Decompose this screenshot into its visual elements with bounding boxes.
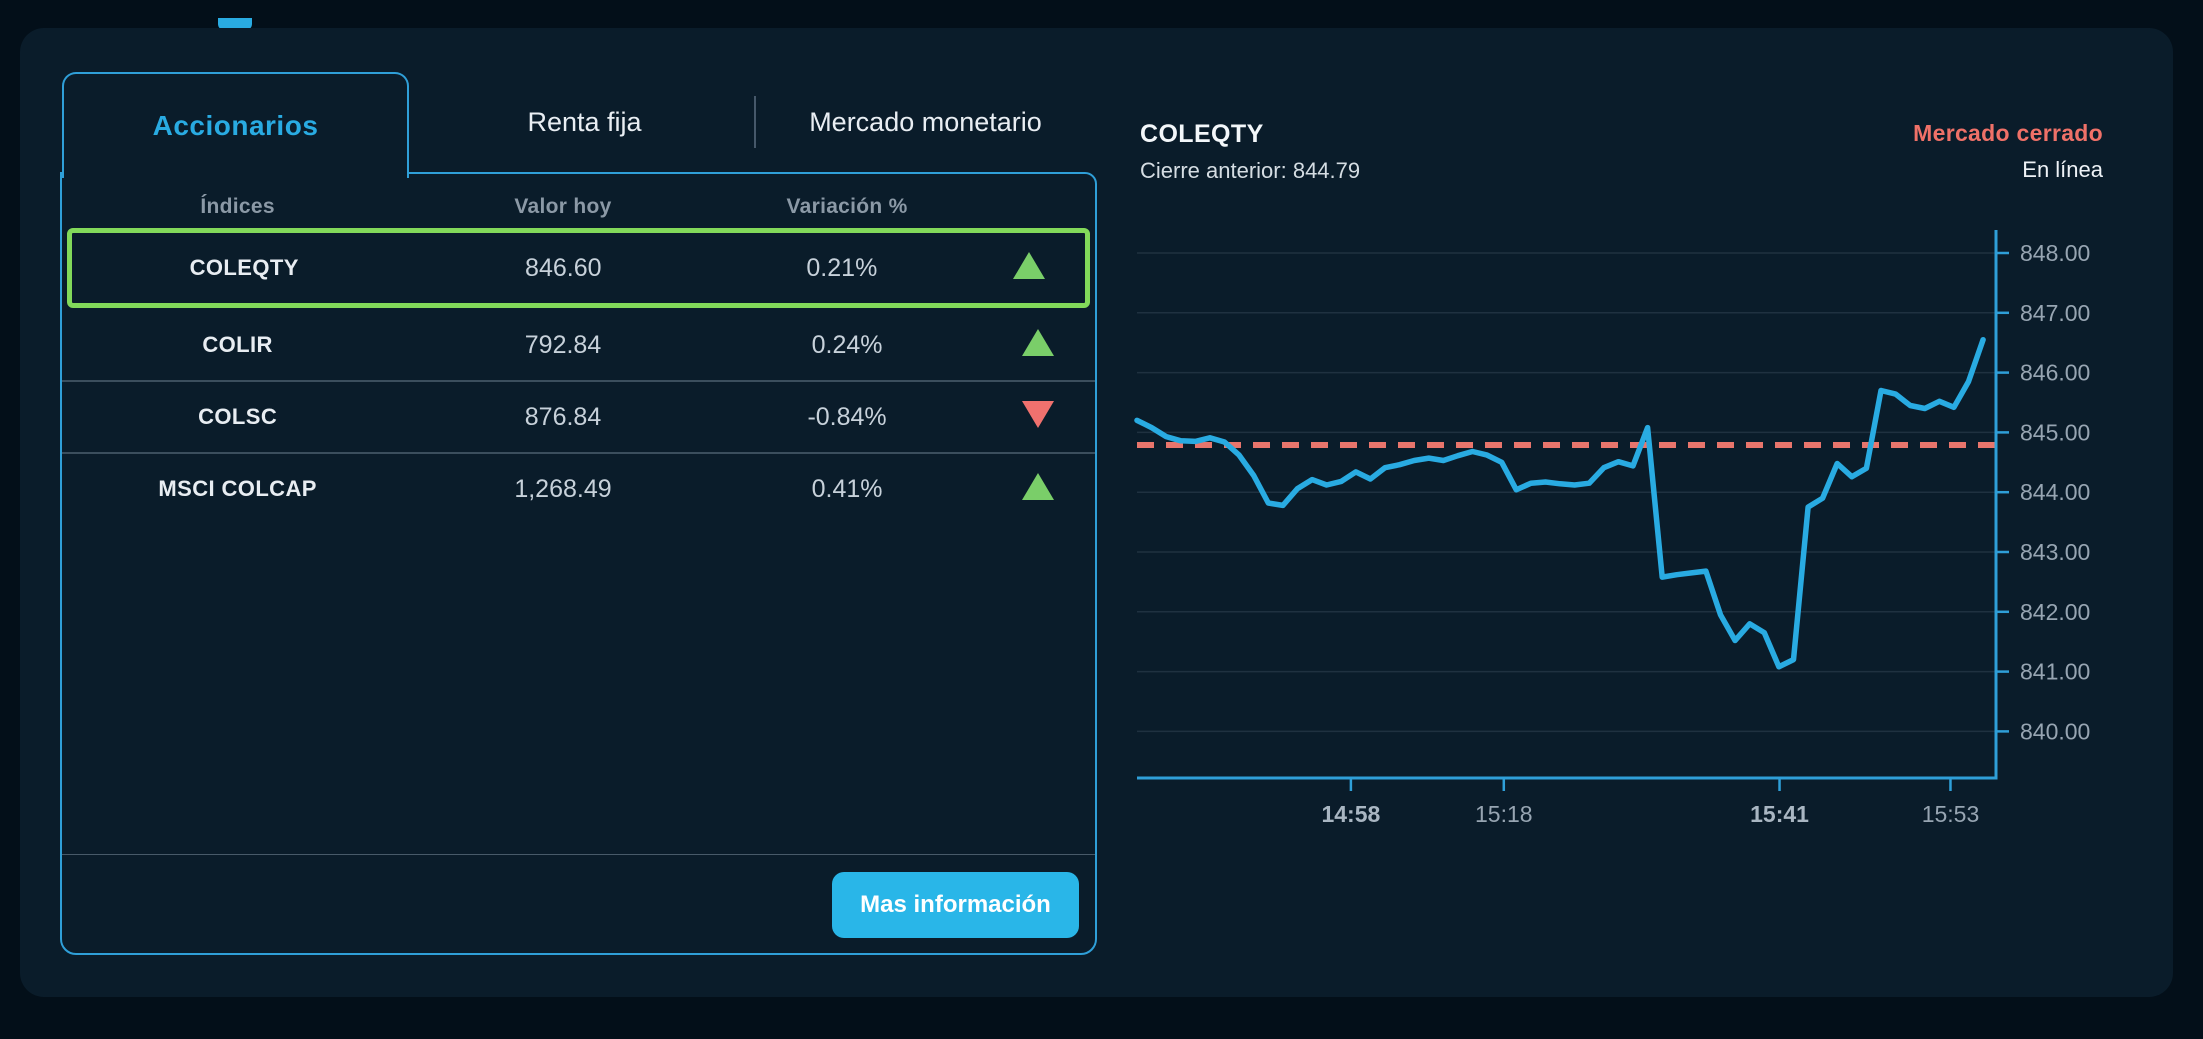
y-tick-label: 842.00	[2020, 599, 2090, 625]
index-name: COLEQTY	[189, 255, 299, 280]
index-name: MSCI COLCAP	[158, 476, 317, 501]
index-name: COLIR	[202, 332, 273, 357]
x-tick-label: 14:58	[1321, 801, 1380, 827]
table-row[interactable]: COLSC 876.84 -0.84%	[62, 382, 1095, 454]
tab-divider	[754, 96, 756, 148]
x-tick-label: 15:41	[1750, 801, 1809, 827]
tab-renta-fija[interactable]: Renta fija	[527, 106, 642, 137]
price-chart-svg: 848.00 847.00 846.00 845.00 844.00 843.00 842.…	[1134, 230, 2090, 827]
trend-arrow-icon	[1013, 252, 1046, 279]
panel-separator	[62, 854, 1095, 855]
tab-accionarios-label: Accionarios	[152, 110, 319, 141]
online-status: En línea	[2022, 157, 2103, 182]
x-tick-label: 15:18	[1475, 801, 1533, 827]
previous-close-label: Cierre anterior: 844.79	[1140, 158, 1361, 183]
table-rows: COLEQTY 846.60 0.21% COLIR 792.84 0.24% …	[62, 228, 1095, 524]
index-value: 876.84	[524, 402, 602, 431]
header-valor-hoy: Valor hoy	[514, 195, 612, 218]
quote-status: Mercado cerrado En línea	[1913, 120, 2103, 183]
y-tick-label: 844.00	[2020, 479, 2090, 505]
table-row[interactable]: COLEQTY 846.60 0.21%	[67, 228, 1090, 308]
index-value: 1,268.49	[514, 474, 612, 503]
trend-arrow-icon	[1022, 329, 1055, 356]
x-tick-label: 15:53	[1922, 801, 1980, 827]
market-status-badge: Mercado cerrado	[1913, 120, 2103, 146]
y-tick-label: 841.00	[2020, 659, 2090, 685]
tab-mercado-monetario[interactable]: Mercado monetario	[809, 106, 1042, 137]
trend-arrow-icon	[1022, 401, 1055, 428]
y-tick-label: 846.00	[2020, 360, 2090, 386]
index-variation: 0.41%	[811, 474, 883, 503]
tab-bar: Renta fija Mercado monetario	[415, 72, 1095, 172]
tab-accionarios[interactable]: Accionarios	[62, 72, 409, 178]
index-value: 846.60	[525, 253, 602, 282]
index-variation: 0.24%	[811, 330, 883, 359]
index-variation: -0.84%	[807, 402, 887, 431]
table-header: Índices Valor hoy Variación %	[62, 188, 1095, 226]
y-tick-label: 848.00	[2020, 240, 2090, 266]
table-row[interactable]: MSCI COLCAP 1,268.49 0.41%	[62, 454, 1095, 524]
header-variacion: Variación %	[786, 195, 908, 218]
index-name: COLSC	[198, 404, 278, 429]
top-tab-notch	[218, 18, 252, 30]
table-row[interactable]: COLIR 792.84 0.24%	[62, 310, 1095, 382]
y-tick-label: 847.00	[2020, 300, 2090, 326]
trend-arrow-icon	[1022, 473, 1055, 500]
y-tick-label: 845.00	[2020, 419, 2090, 445]
quote-symbol: COLEQTY	[1140, 120, 1264, 148]
header-indices: Índices	[200, 195, 275, 218]
index-variation: 0.21%	[806, 253, 878, 282]
y-tick-label: 843.00	[2020, 539, 2090, 565]
index-value: 792.84	[524, 330, 602, 359]
indices-panel: Índices Valor hoy Variación % COLEQTY 84…	[60, 172, 1097, 955]
y-tick-label: 840.00	[2020, 718, 2090, 744]
more-info-button[interactable]: Mas información	[832, 872, 1079, 938]
main-card: Accionarios Renta fija Mercado monetario…	[20, 28, 2173, 997]
price-chart: 848.00 847.00 846.00 845.00 844.00 843.00 842.…	[1120, 218, 2203, 918]
price-line	[1134, 336, 1986, 670]
quote-header: COLEQTY Cierre anterior: 844.79	[1140, 120, 1360, 184]
